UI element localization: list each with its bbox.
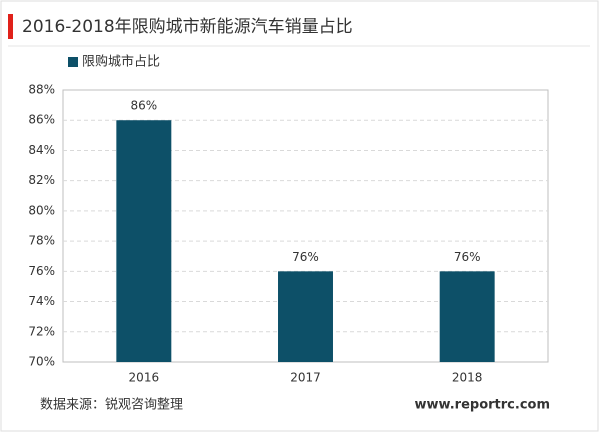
- x-tick-label: 2018: [452, 371, 483, 385]
- y-tick-label: 72%: [28, 324, 55, 338]
- y-tick-label: 74%: [28, 294, 55, 308]
- value-label: 86%: [130, 99, 157, 113]
- y-tick-label: 82%: [28, 173, 55, 187]
- y-tick-label: 86%: [28, 113, 55, 127]
- bar: [278, 271, 333, 362]
- source: 数据来源：锐观咨询整理: [40, 398, 183, 413]
- bar: [439, 271, 495, 362]
- y-tick-label: 84%: [28, 143, 55, 157]
- y-tick-label: 70%: [28, 355, 55, 369]
- y-tick-label: 78%: [28, 234, 55, 248]
- legend-swatch: [68, 57, 78, 67]
- y-tick-label: 76%: [28, 264, 55, 278]
- chart-title: 2016-2018年限购城市新能源汽车销量占比: [22, 17, 353, 37]
- website: www.reportrc.com: [415, 398, 550, 413]
- y-tick-label: 80%: [28, 203, 55, 217]
- y-tick-label: 88%: [28, 83, 55, 97]
- value-label: 76%: [454, 250, 481, 264]
- bar: [116, 120, 172, 362]
- title-accent: [8, 14, 13, 39]
- legend-label: 限购城市占比: [82, 54, 160, 70]
- x-tick-label: 2016: [129, 371, 160, 385]
- x-tick-label: 2017: [290, 371, 321, 385]
- value-label: 76%: [292, 250, 319, 264]
